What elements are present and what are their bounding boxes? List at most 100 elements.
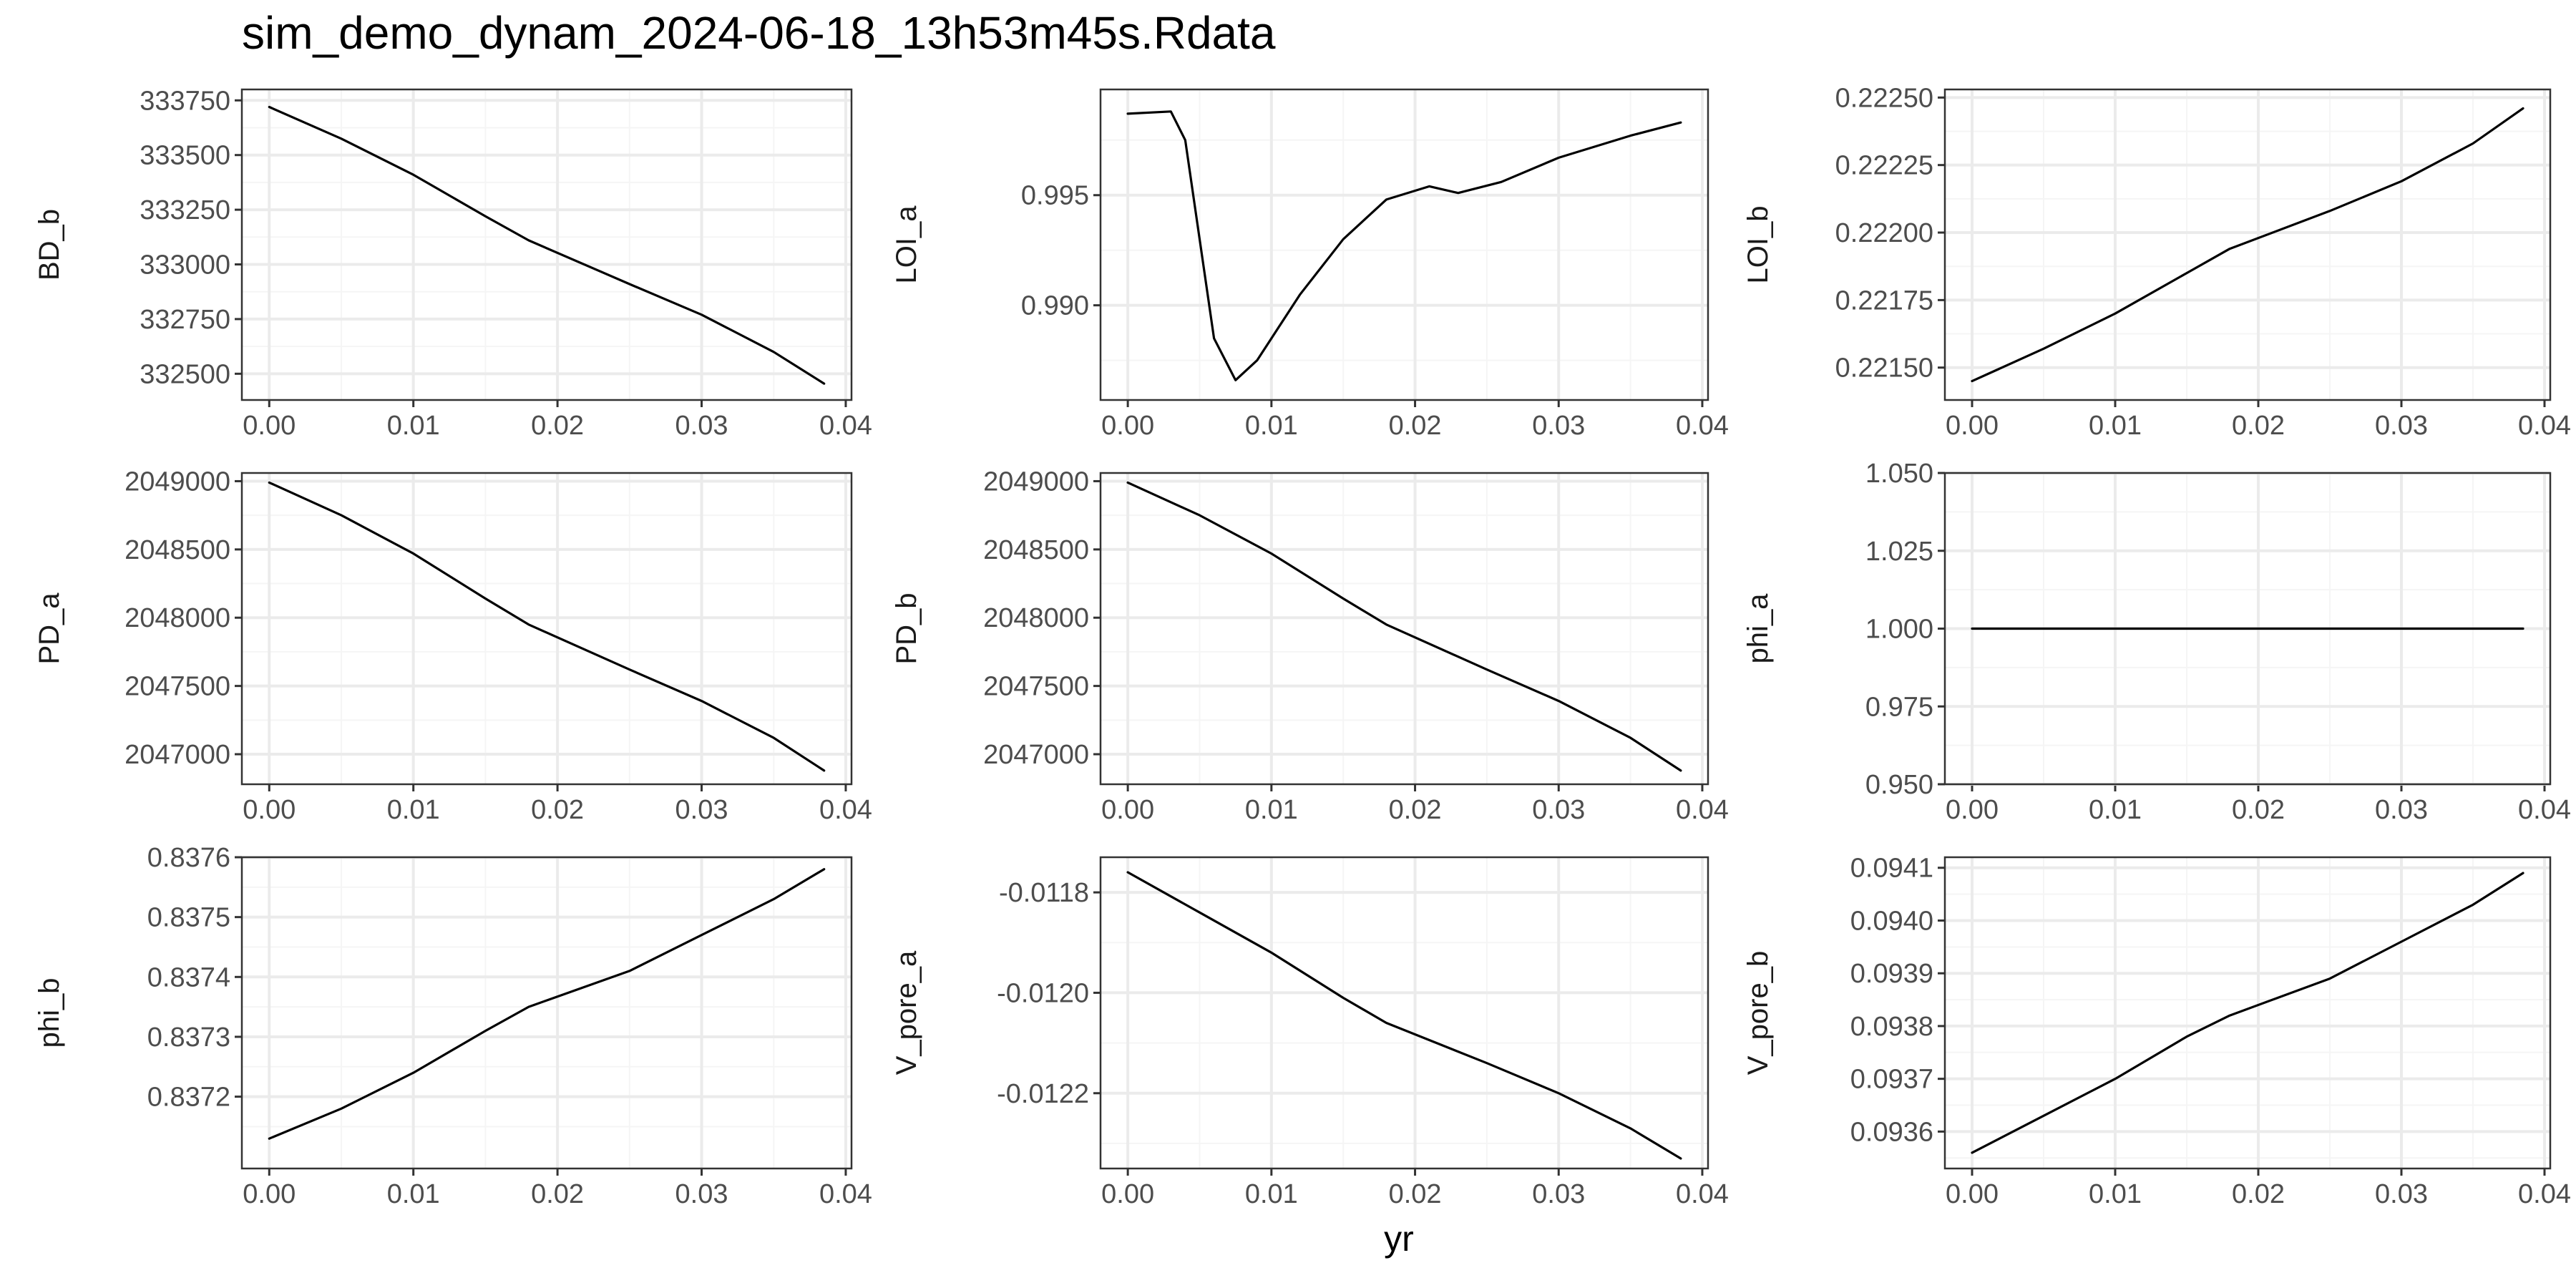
x-tick-label: 0.03 [675,795,728,825]
panel-border [1099,88,1709,401]
y-tick-label: 0.0938 [1850,1012,1933,1042]
x-tick-label: 0.02 [531,795,584,825]
x-tick-label: 0.00 [1101,411,1154,441]
y-tick-label: 0.0940 [1850,906,1933,936]
panel-border [1943,472,2552,786]
panel-background [1101,89,1708,400]
y-tick-label: 0.22150 [1835,353,1933,384]
x-tick-label: 0.01 [2089,795,2142,825]
x-tick-label: 0.02 [531,411,584,441]
y-tick-label: 333750 [140,86,230,116]
panel-LOI_b: 0.00 0.01 0.02 0.03 0.04 0.22150 0.22175 0.2220… [1742,83,2571,441]
y-tick-label: 0.0936 [1850,1117,1933,1147]
panel-V_pore_a: 0.00 0.01 0.02 0.03 0.04 -0.0122 -0.0120 -0.011… [891,856,1729,1209]
panel-PD_a: 0.00 0.01 0.02 0.03 0.04 2047000 2047500 204800… [34,467,872,825]
y-tick-label: 0.22225 [1835,151,1933,181]
panel-phi_a: 0.00 0.01 0.02 0.03 0.04 0.950 0.975 1.000 1.025… [1742,459,2571,825]
y-tick-label: 0.8375 [147,903,230,933]
x-tick-label: 0.00 [1946,795,1999,825]
series-line-LOI_b [1971,107,2524,383]
x-tick-label: 0.01 [387,1179,440,1209]
panel-border [1943,856,2552,1170]
panel-background [1945,857,2550,1169]
y-tick-label: -0.0118 [999,878,1089,908]
panel-border [1099,856,1709,1170]
x-tick-label: 0.02 [2232,795,2285,825]
y-tick-label: 0.0939 [1850,959,1933,989]
y-tick-label: 2047500 [983,672,1089,702]
panel-background [1101,473,1708,784]
x-tick-label: 0.04 [819,1179,872,1209]
series-line-V_pore_a [1126,871,1682,1160]
x-tick-label: 0.03 [1532,795,1585,825]
y-axis-label: V_pore_a [891,950,922,1075]
x-tick-label: 0.04 [819,411,872,441]
y-tick-label: 0.990 [1021,291,1089,321]
x-tick-label: 0.02 [2232,1179,2285,1209]
x-tick-label: 0.01 [387,411,440,441]
panel-LOI_a: 0.00 0.01 0.02 0.03 0.04 0.990 0.995 LOI_a [891,88,1729,441]
y-tick-label: 0.8376 [147,843,230,873]
series-line-phi_b [268,868,826,1140]
y-tick-label: 0.22250 [1835,83,1933,113]
x-tick-label: 0.01 [2089,1179,2142,1209]
y-tick-label: 333000 [140,250,230,280]
series-line-PD_b [1126,481,1682,772]
y-tick-label: -0.0122 [997,1079,1089,1109]
x-tick-label: 0.02 [1389,1179,1442,1209]
x-tick-label: 0.01 [1245,795,1298,825]
panel-BD_b: 0.00 0.01 0.02 0.03 0.04 332500 332750 333000 33… [34,86,872,441]
y-tick-label: 2049000 [983,467,1089,497]
y-axis-label: BD_b [34,209,65,280]
x-tick-label: 0.03 [1532,1179,1585,1209]
x-tick-label: 0.02 [1389,795,1442,825]
y-axis-label: LOI_a [891,205,922,284]
x-tick-label: 0.02 [2232,411,2285,441]
x-tick-label: 0.00 [1101,1179,1154,1209]
x-tick-label: 0.04 [1676,411,1729,441]
y-tick-label: 2047000 [983,740,1089,770]
x-tick-label: 0.03 [2375,411,2428,441]
chart-title: sim_demo_dynam_2024-06-18_13h53m45s.Rdat… [242,7,1276,59]
panel-PD_b: 0.00 0.01 0.02 0.03 0.04 2047000 2047500 204800… [891,467,1729,825]
x-tick-label: 0.03 [2375,1179,2428,1209]
x-tick-label: 0.04 [1676,795,1729,825]
series-line-PD_a [268,481,826,772]
y-axis-label: LOI_b [1742,206,1774,284]
y-tick-label: 2047000 [125,740,230,770]
x-tick-label: 0.00 [243,795,296,825]
y-tick-label: 0.8373 [147,1023,230,1053]
x-tick-label: 0.00 [243,1179,296,1209]
y-tick-label: 332750 [140,305,230,335]
y-tick-label: 0.950 [1865,770,1933,800]
y-tick-label: 2048000 [983,603,1089,633]
y-axis-label: phi_b [34,978,65,1048]
x-tick-label: 0.02 [531,1179,584,1209]
y-tick-label: 0.0941 [1850,854,1933,884]
y-axis-label: phi_a [1742,593,1774,664]
x-tick-label: 0.03 [1532,411,1585,441]
panel-border [1099,472,1709,786]
panel-background [242,857,852,1169]
y-tick-label: 0.22200 [1835,218,1933,248]
y-tick-label: -0.0120 [997,978,1089,1008]
x-tick-label: 0.03 [675,1179,728,1209]
x-tick-label: 0.00 [1946,411,1999,441]
x-tick-label: 0.04 [2518,795,2571,825]
y-tick-label: 0.995 [1021,181,1089,211]
y-tick-label: 2047500 [125,672,230,702]
x-axis-title: yr [1384,1219,1414,1259]
x-tick-label: 0.03 [2375,795,2428,825]
y-tick-label: 0.0937 [1850,1065,1933,1095]
y-tick-label: 333250 [140,195,230,225]
y-axis-label: V_pore_b [1742,951,1774,1075]
series-line-LOI_a [1126,110,1682,381]
panel-border [240,472,853,786]
y-axis-label: PD_a [34,592,65,665]
panel-border [1943,88,2552,401]
y-axis-label: PD_b [891,592,922,664]
x-tick-label: 0.01 [1245,411,1298,441]
x-tick-label: 0.04 [819,795,872,825]
y-tick-label: 0.975 [1865,692,1933,722]
